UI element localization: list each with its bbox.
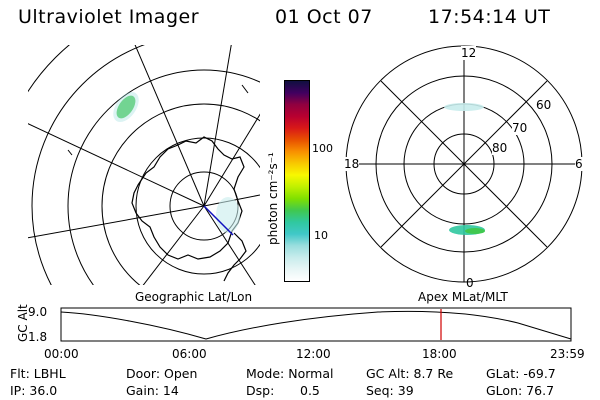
instrument-title: Ultraviolet Imager	[18, 6, 200, 28]
polar-panel-label: Apex MLat/MLT	[418, 290, 508, 304]
x-tick-0000: 00:00	[44, 347, 79, 361]
x-tick-1800: 18:00	[422, 347, 457, 361]
info-ip: IP: 36.0	[10, 383, 58, 398]
info-dsp-value: 0.5	[300, 383, 320, 398]
altitude-curve	[60, 310, 572, 340]
info-gain: Gain: 14	[126, 383, 179, 398]
mlt-label-12: 12	[461, 46, 477, 60]
info-seq: Seq: 39	[366, 383, 414, 398]
time-label: 17:54:14 UT	[428, 6, 551, 28]
colorbar-tick-100: 100	[312, 142, 333, 155]
info-gc-alt: GC Alt: 8.7 Re	[366, 366, 454, 381]
mlat-label-80: 80	[492, 141, 508, 155]
ground-track-line	[203, 205, 234, 236]
aurora-blob-geo	[116, 95, 136, 119]
polar-map	[345, 45, 583, 283]
info-filter: Flt: LBHL	[10, 366, 66, 381]
x-tick-1200: 12:00	[296, 347, 331, 361]
mlt-label-0: 0	[466, 276, 474, 290]
x-tick-2359: 23:59	[550, 347, 585, 361]
aurora-oval-day	[444, 103, 484, 111]
altitude-y-bottom: 1.8	[28, 330, 48, 344]
info-mode: Mode: Normal	[246, 366, 334, 381]
info-glat: GLat: -69.7	[486, 366, 556, 381]
colorbar-unit-label: photon cm⁻²s⁻¹	[266, 152, 280, 245]
colorbar-tick-10: 10	[314, 229, 328, 242]
info-dsp-label: Dsp:	[246, 383, 275, 398]
geographic-map	[28, 45, 260, 285]
mlat-label-60: 60	[536, 98, 552, 112]
altitude-y-top: 9.0	[28, 305, 48, 319]
colorbar-gradient	[285, 81, 309, 281]
geo-panel-label: Geographic Lat/Lon	[135, 290, 253, 304]
info-door: Door: Open	[126, 366, 198, 381]
mlt-label-18: 18	[344, 157, 360, 171]
colorbar	[284, 80, 310, 282]
altitude-plot	[60, 307, 572, 342]
mlt-label-6: 6	[575, 157, 583, 171]
date-label: 01 Oct 07	[275, 6, 373, 28]
mlat-label-70: 70	[512, 121, 528, 135]
x-tick-0600: 06:00	[172, 347, 207, 361]
info-glon: GLon: 76.7	[486, 383, 555, 398]
altitude-ylabel: GC Alt	[16, 304, 30, 342]
